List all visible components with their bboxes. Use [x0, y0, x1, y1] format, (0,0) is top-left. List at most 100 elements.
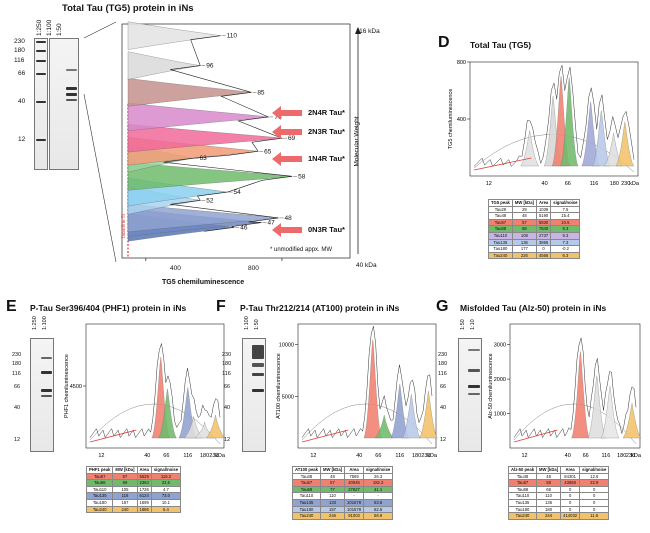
peak-label: 58 — [298, 173, 306, 180]
marker-lane — [34, 38, 48, 170]
baseline-curve — [513, 403, 637, 445]
table-cell: 0 — [579, 505, 610, 514]
table-header-cell: signal/noise — [363, 466, 394, 474]
x-tick-label: kDa — [215, 453, 226, 459]
table-row: Tau180 177 0 -0.2 — [488, 245, 581, 253]
table-row: Tau180 180 0 0 — [507, 505, 610, 514]
table-cell: 101578 — [344, 505, 365, 514]
table-cell: 182.3 — [363, 479, 394, 487]
table-cell: 7569 — [344, 472, 365, 481]
table-cell: - — [344, 492, 365, 500]
trace-line — [473, 65, 635, 167]
table-cell: 48 — [319, 472, 346, 481]
marker-label: 40 — [18, 98, 26, 105]
table-cell: 3866 — [535, 238, 552, 247]
x-tick-label: 230 — [421, 453, 430, 459]
peak-label: 69 — [288, 135, 296, 142]
table-cell: 4.7 — [150, 485, 182, 494]
peak-area — [402, 394, 421, 439]
table-cell: Tau180 — [507, 505, 538, 514]
panel-d-chart: 400 800 TG5 chemiluminescence 12 40 66 116 180 2… — [448, 60, 640, 187]
table-cell: 9.3 — [550, 231, 581, 240]
panel-e-table: PHF1 peak MW [kDa] Area signal/noise Tau57 57… — [85, 466, 182, 514]
table-header-row: PHF1 peak MW [kDa] Area signal/noise — [85, 466, 182, 474]
table-row: Tau57 57 40945 182.3 — [292, 479, 394, 487]
main-blot: 1:250 1:100 1:50 230 180 116 66 40 12 — [14, 18, 84, 170]
table-cell: 10.5 — [550, 218, 581, 227]
arrow-icon — [272, 125, 302, 139]
table-cell: 0 — [535, 245, 552, 253]
mw-top-label: 116 kDa — [356, 28, 380, 35]
table-cell: 58 — [536, 479, 562, 487]
table-cell: 136 — [511, 238, 537, 247]
panel-e-title: P-Tau Ser396/404 (PHF1) protein in iNs — [30, 303, 187, 313]
y-tick-label: 10000 — [279, 343, 294, 349]
table-row: Tau68 69 2364 23.5 — [85, 479, 182, 487]
table-cell: Tau57 — [85, 472, 114, 481]
table-cell: Tau135 — [488, 238, 513, 247]
x-tick-label: 180 — [200, 453, 209, 459]
peak-label: 65 — [264, 148, 272, 155]
table-cell: 27827 — [344, 485, 365, 494]
panel-d-table: TG5 peak MW [kDa] Area signal/noise Tau29 29 1… — [488, 199, 581, 260]
table-cell: 6124 — [136, 492, 152, 500]
y-tick-label: 4500 — [70, 384, 82, 390]
table-cell: 116.3 — [150, 472, 182, 481]
table-cell: 43858 — [560, 479, 581, 487]
table-cell: 6.3 — [550, 251, 581, 260]
table-cell: Tau110 — [488, 231, 513, 240]
table-cell: 1886 — [136, 505, 152, 514]
table-row: Tau240 240 1886 5.4 — [85, 505, 182, 514]
table-header-cell: signal/noise — [550, 199, 581, 207]
arrow-icon — [272, 106, 302, 120]
y-axis-label: Alz-50 chemiluminescence — [488, 353, 494, 418]
baseline-segment — [301, 429, 349, 443]
table-cell: 4566 — [535, 251, 552, 260]
tau-label-1n4r: 1N4R Tau* — [272, 152, 352, 166]
panel-f-table: AT100 peak MW [kDa] Area signal/noise Tau48 4… — [292, 466, 394, 520]
table-cell: 7840 — [535, 225, 552, 233]
peak-area — [206, 414, 225, 439]
table-cell: 0 — [560, 505, 581, 514]
table-cell: 5529 — [136, 472, 152, 481]
table-row: Tau110 110- - — [292, 492, 394, 500]
table-cell: 11.6 — [579, 512, 610, 520]
y-axis-label: Molecular Weight — [353, 116, 361, 167]
peak-area — [127, 21, 221, 50]
table-cell: 23.5 — [150, 479, 182, 487]
table-header-cell: MW [kDa] — [112, 466, 138, 474]
x-tick-label: 12 — [486, 181, 492, 187]
x-tick-label: 66 — [583, 453, 589, 459]
table-cell: 414032 — [560, 512, 581, 520]
panel-label-d: D — [438, 34, 450, 51]
table-cell: Tau180 — [488, 245, 513, 253]
table-cell: Tau110 — [85, 485, 114, 494]
y-tick-label: 5000 — [282, 394, 294, 400]
table-row: Tau68 68 0 0 — [507, 485, 610, 494]
table-cell: -0.2 — [550, 245, 581, 253]
x-tick-label: kDa — [629, 181, 640, 187]
table-header-cell: MW [kDa] — [536, 466, 562, 474]
panel-g-table: Alz-50 peak MW [kDa] Area signal/noise Tau48… — [507, 466, 610, 520]
x-tick-label: 116 — [590, 181, 599, 187]
table-cell: 12.6 — [579, 472, 610, 481]
table-cell: 116 — [112, 492, 138, 500]
table-cell: 73.0 — [150, 492, 182, 500]
table-cell: 84301 — [560, 472, 581, 481]
table-header-cell: Area — [560, 466, 581, 474]
table-cell: 246 — [319, 512, 346, 520]
x-tick-label: 116 — [183, 453, 192, 459]
table-row: Tau48 48 84301 12.6 — [507, 472, 610, 481]
table-cell: Tau240 — [507, 512, 538, 520]
x-tick-label: 66 — [375, 453, 381, 459]
trace-line — [301, 326, 433, 439]
table-row: Tau110 105 1726 4.7 — [85, 485, 182, 494]
table-header-cell: MW [kDa] — [511, 199, 537, 207]
peak-area — [363, 339, 383, 439]
peak-area — [127, 51, 201, 80]
table-cell: 101678 — [344, 498, 365, 507]
trace-line — [513, 337, 637, 439]
table-row: Tau57 57 5529 116.3 — [85, 472, 182, 481]
mw-bottom-label: 40 kDa — [356, 262, 377, 269]
